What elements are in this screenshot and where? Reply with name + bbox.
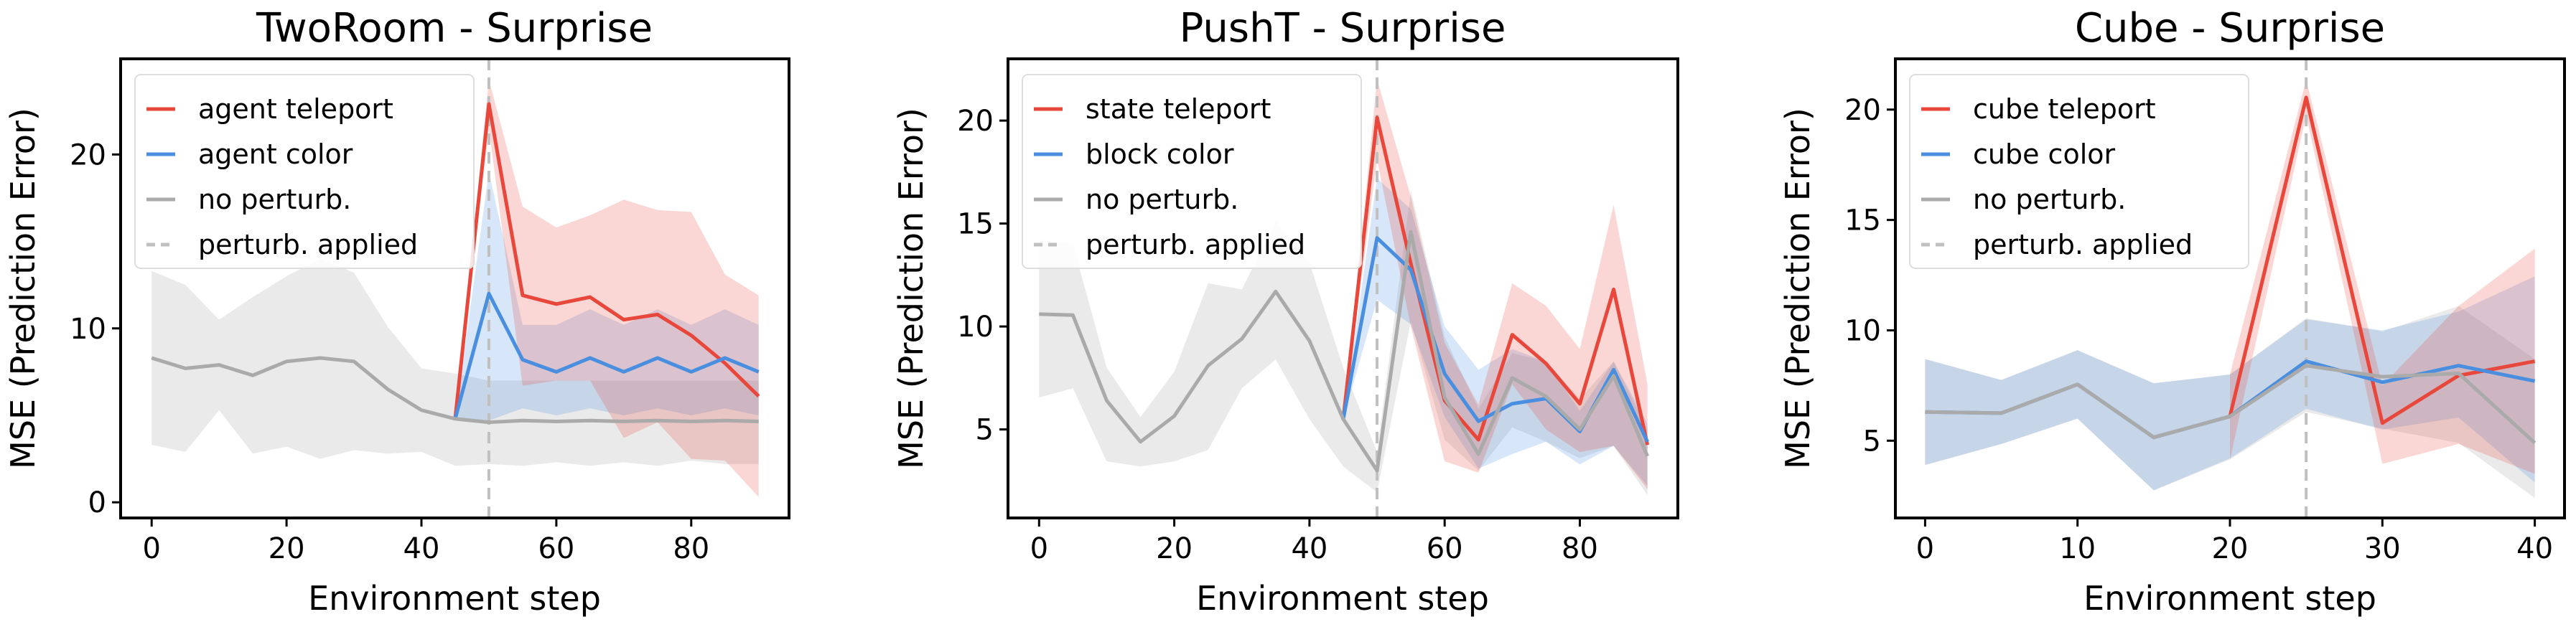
series-line-none	[1925, 364, 2537, 445]
confidence-band-none	[1925, 306, 2535, 499]
series-line-none	[151, 356, 759, 425]
x-tick-label: 40	[2516, 532, 2553, 565]
legend-label: agent color	[198, 138, 353, 170]
y-tick-label: 15	[1844, 204, 1881, 237]
y-tick-label: 15	[957, 208, 994, 241]
series-line-teleport	[1341, 116, 1650, 446]
y-tick-label: 0	[88, 486, 106, 519]
y-tick-label: 20	[1844, 94, 1881, 127]
legend-label: perturb. applied	[1086, 229, 1305, 260]
legend-label: state teleport	[1086, 93, 1271, 125]
x-tick-label: 10	[2059, 532, 2096, 565]
legend-label: perturb. applied	[198, 229, 418, 260]
x-tick-label: 20	[269, 532, 305, 565]
legend-box	[1022, 74, 1362, 269]
x-axis-label: Environment step	[1196, 579, 1489, 618]
x-axis-label: Environment step	[2083, 579, 2376, 618]
x-tick-label: 40	[403, 532, 440, 565]
legend-box	[1909, 74, 2249, 269]
legend-label: cube teleport	[1973, 93, 2156, 125]
y-tick-label: 20	[957, 105, 994, 138]
series-line-color	[453, 291, 760, 420]
panel-pusht: PushT - Surprise Environment step MSE (P…	[892, 5, 1679, 618]
legend-label: cube color	[1973, 138, 2116, 170]
legend-label: no perturb.	[1086, 184, 1238, 215]
confidence-band-teleport	[454, 80, 759, 497]
x-tick-label: 0	[1030, 532, 1048, 565]
x-tick-label: 0	[142, 532, 160, 565]
legend-label: no perturb.	[198, 184, 351, 215]
panel-cube: Cube - Surprise Environment step MSE (Pr…	[1778, 5, 2566, 618]
confidence-band-color	[454, 171, 759, 421]
y-tick-label: 5	[1863, 425, 1881, 458]
y-axis-label: MSE (Prediction Error)	[1778, 108, 1817, 469]
y-axis-label: MSE (Prediction Error)	[4, 108, 42, 469]
panel-tworoom: TwoRoom - Surprise Environment step MSE …	[4, 5, 790, 618]
x-tick-label: 80	[673, 532, 709, 565]
plot-title: PushT - Surprise	[1180, 5, 1506, 52]
y-tick-label: 10	[957, 311, 994, 344]
plot-area	[151, 59, 760, 518]
x-tick-label: 20	[1156, 532, 1193, 565]
x-tick-label: 60	[1427, 532, 1463, 565]
x-tick-label: 0	[1916, 532, 1934, 565]
legend-label: block color	[1086, 138, 1234, 170]
plot-area	[1039, 59, 1650, 518]
x-tick-label: 20	[2212, 532, 2249, 565]
x-tick-label: 60	[538, 532, 574, 565]
legend: agent teleport agent color no perturb. pert…	[134, 74, 475, 269]
legend-label: perturb. applied	[1973, 229, 2193, 260]
plot-area	[1925, 59, 2537, 518]
legend: state teleport block color no perturb. pert…	[1022, 74, 1362, 269]
x-tick-label: 80	[1562, 532, 1598, 565]
y-tick-label: 5	[976, 414, 994, 447]
legend-label: no perturb.	[1973, 184, 2126, 215]
axes-frame	[119, 57, 790, 519]
y-axis-label: MSE (Prediction Error)	[892, 108, 930, 469]
y-tick-label: 20	[70, 138, 106, 171]
legend: cube teleport cube color no perturb. pertur…	[1909, 74, 2249, 269]
x-tick-label: 30	[2364, 532, 2401, 565]
series-line-teleport	[453, 102, 760, 420]
y-tick-label: 10	[70, 313, 106, 346]
series-line-none	[1039, 230, 1649, 473]
confidence-band-none	[151, 258, 759, 466]
confidence-band-teleport	[1343, 79, 1648, 489]
confidence-band-color	[1925, 276, 2535, 491]
legend-label: agent teleport	[198, 93, 393, 125]
legend-box	[134, 74, 475, 269]
confidence-band-color	[1343, 178, 1648, 486]
x-tick-label: 40	[1291, 532, 1327, 565]
x-axis-label: Environment step	[308, 579, 601, 618]
axes-frame	[1007, 57, 1679, 519]
plot-title: Cube - Surprise	[2075, 5, 2385, 52]
plot-title: TwoRoom - Surprise	[256, 5, 653, 52]
y-tick-label: 10	[1844, 314, 1881, 347]
